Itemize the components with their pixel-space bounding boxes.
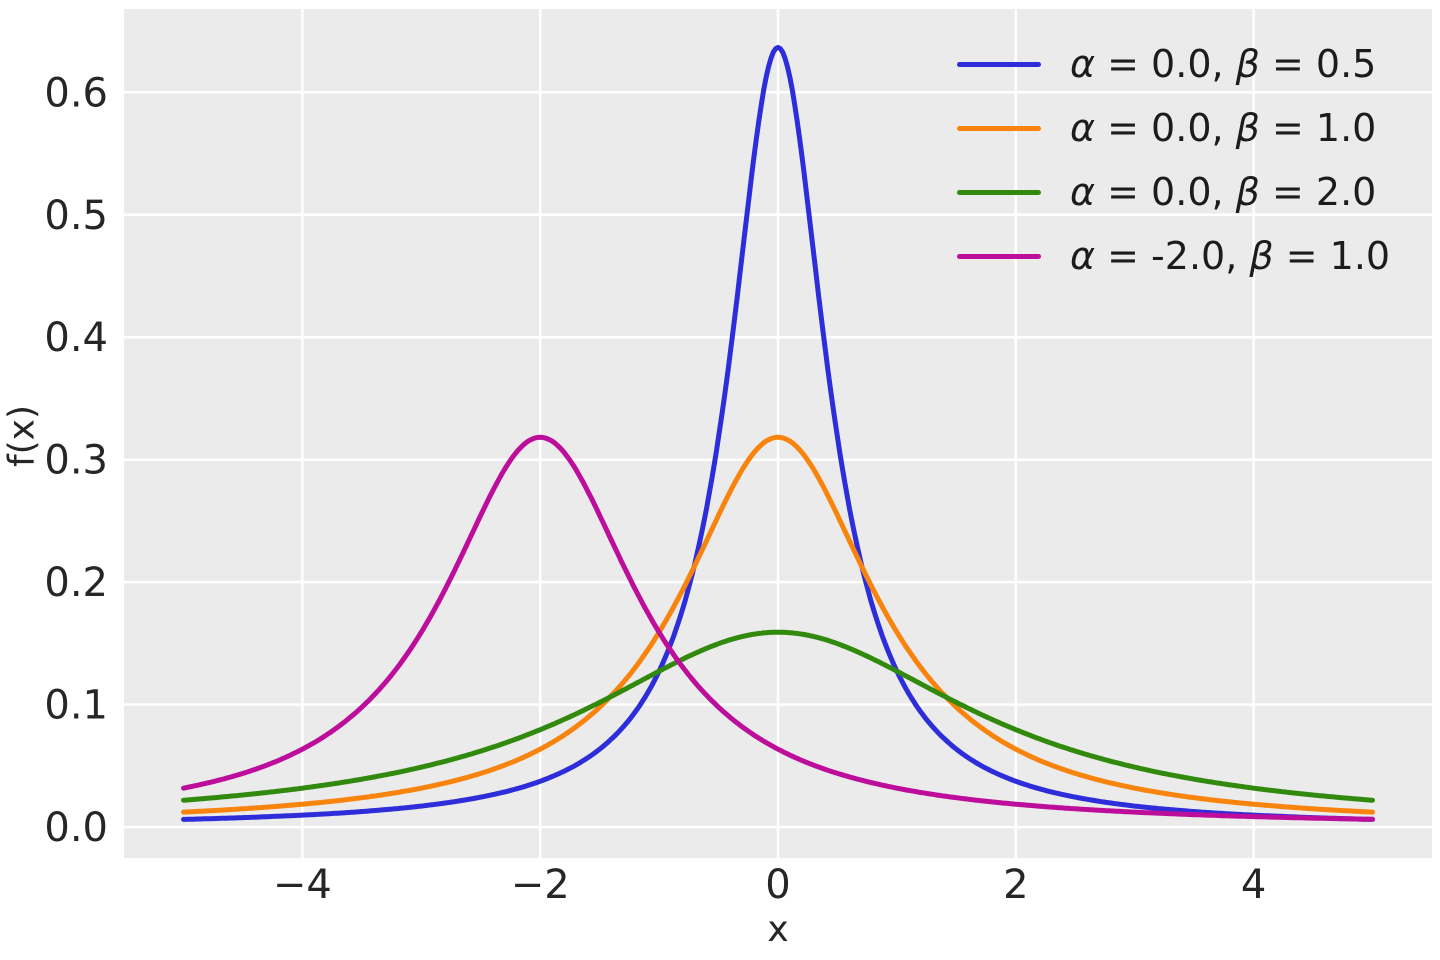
legend-item: α = 0.0, β = 1.0 [957,96,1390,160]
legend-line-swatch [957,61,1041,67]
y-tick-label: 0.6 [44,70,108,116]
legend-line-swatch [957,189,1041,195]
y-axis-label: f(x) [1,404,43,468]
legend-line-swatch [957,253,1041,259]
x-axis-label: x [767,909,789,950]
x-tick-label: 4 [1241,862,1266,908]
x-tick-label: −4 [273,862,332,908]
curve-1 [181,434,1375,815]
legend-label: α = 0.0, β = 1.0 [1070,106,1377,150]
y-tick-label: 0.4 [44,315,108,361]
legend: α = 0.0, β = 0.5 α = 0.0, β = 1.0 α = 0.… [957,32,1390,288]
x-tick-label: 2 [1003,862,1028,908]
legend-item: α = -2.0, β = 1.0 [957,224,1390,288]
y-tick-label: 0.2 [44,560,108,606]
curve-0 [181,44,1375,822]
curve-2 [181,629,1375,803]
y-tick-label: 0.1 [44,683,108,729]
y-tick-label: 0.5 [44,193,108,239]
y-tick-label: 0.3 [44,438,108,484]
x-tick-label: 0 [765,862,790,908]
legend-label: α = 0.0, β = 2.0 [1070,170,1377,214]
curve-3 [181,434,1375,822]
legend-line-swatch [957,125,1041,131]
y-tick-label: 0.0 [44,805,108,851]
legend-label: α = 0.0, β = 0.5 [1070,42,1377,86]
legend-label: α = -2.0, β = 1.0 [1070,234,1391,278]
legend-item: α = 0.0, β = 0.5 [957,32,1390,96]
legend-item: α = 0.0, β = 2.0 [957,160,1390,224]
x-tick-label: −2 [511,862,570,908]
